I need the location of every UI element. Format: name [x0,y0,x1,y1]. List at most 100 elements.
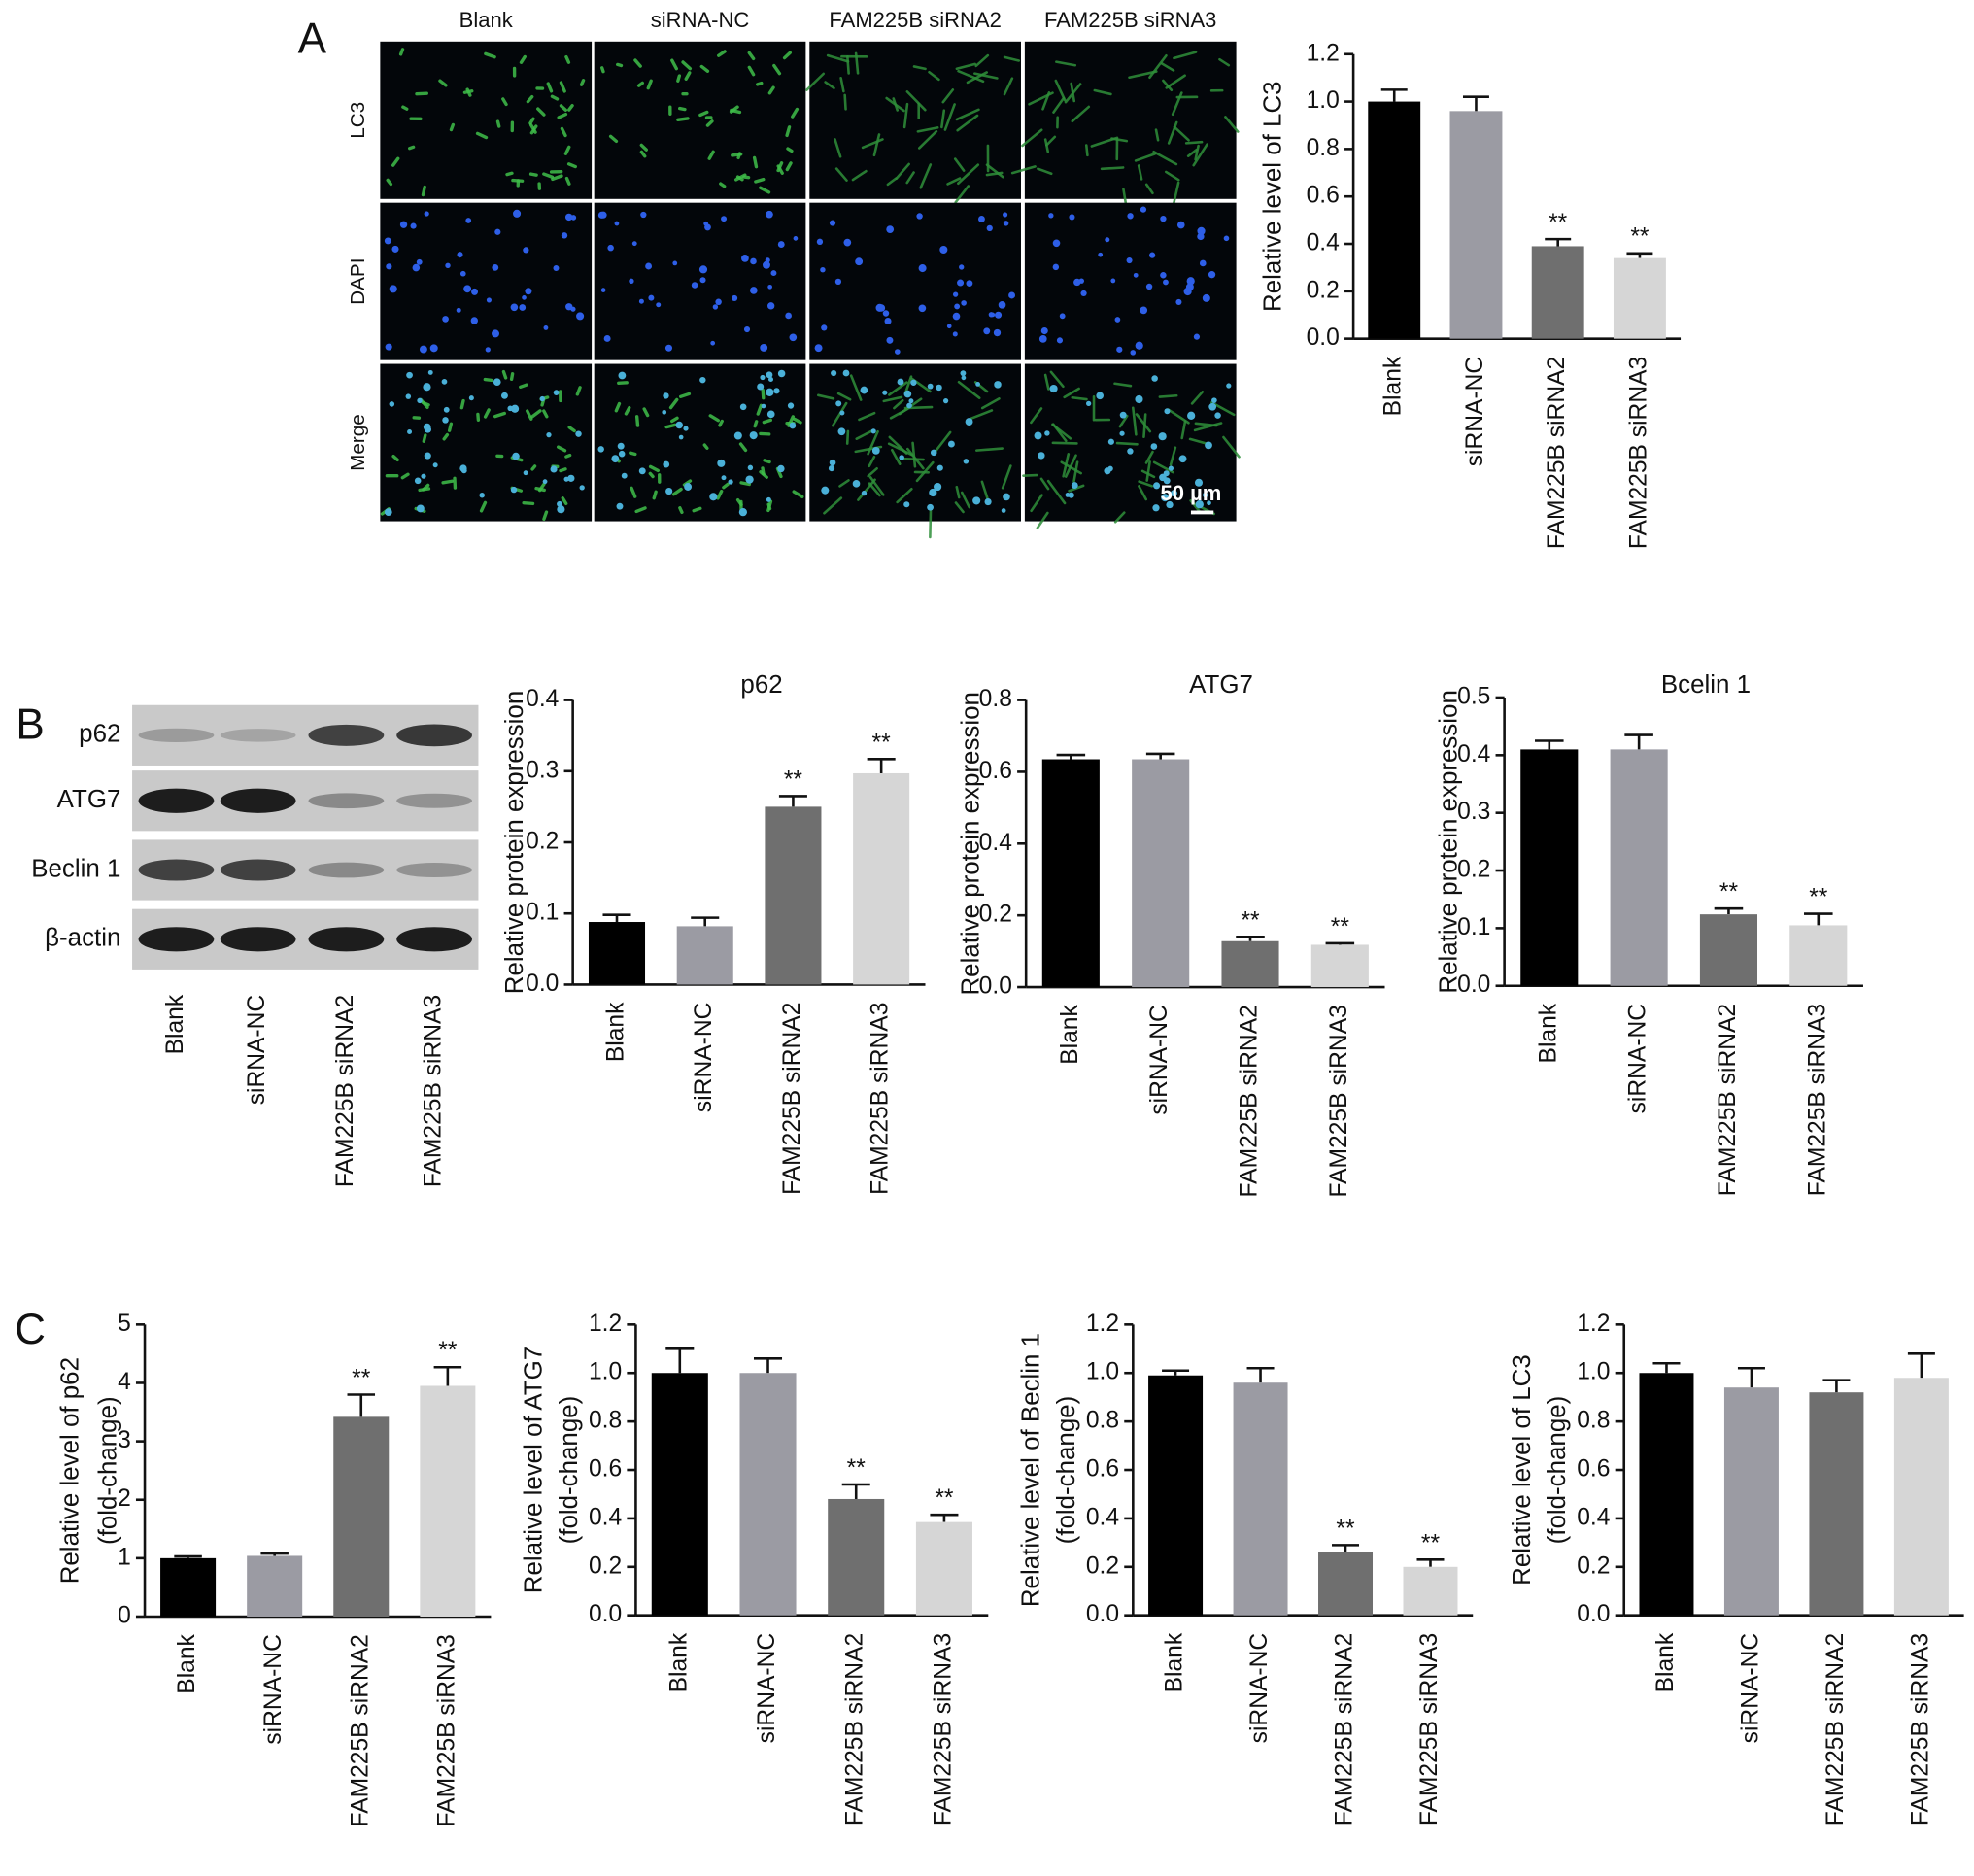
nucleus [732,294,738,302]
nucleus [959,264,965,270]
significance-label: ** [1336,1516,1355,1542]
cell-signal [792,490,804,499]
cell-signal [1084,144,1089,157]
cell-signal [902,102,909,129]
y-axis-label: (fold-change) [95,1396,122,1545]
nucleus [1163,477,1171,485]
bar [828,1498,885,1616]
cell-signal [974,447,1004,452]
y-axis-label: Relative level of LC3 [1259,81,1286,312]
bar [1233,1382,1288,1616]
y-tick-label: 0.4 [526,686,559,712]
blot-band [138,728,215,742]
chart-title: Bcelin 1 [1661,671,1751,699]
nucleus [570,215,577,221]
cell-signal [762,418,773,425]
cell-signal [630,486,637,498]
x-tick-label: Blank [174,1633,200,1693]
nucleus [479,492,485,498]
nucleus [936,464,943,471]
nucleus [1114,317,1121,323]
x-tick-label: Blank [1057,1004,1083,1064]
bar [333,1416,390,1617]
cell-signal [600,66,605,74]
nucleus [656,302,662,308]
nucleus [965,418,973,426]
nucleus [683,426,689,431]
nucleus [699,376,706,384]
error-bar [930,1513,959,1522]
bar [1789,925,1848,986]
cell-signal [1093,88,1112,96]
x-tick-label: siRNA-NC [1737,1633,1763,1743]
nucleus [459,464,467,472]
nucleus [750,257,757,265]
cell-signal [465,87,472,97]
x-tick-label: siRNA-NC [1246,1633,1273,1743]
nucleus [886,225,895,234]
nucleus [1052,263,1060,271]
row-label: LC3 [347,102,369,139]
cell-signal [1173,181,1180,205]
cell-signal [639,143,648,152]
cell-signal [956,114,979,132]
nucleus [710,340,716,346]
y-axis-label: Relative protein expression [1436,690,1463,993]
y-tick-label: 4 [118,1369,131,1395]
nucleus [908,398,914,404]
nucleus [441,379,448,385]
cell-signal [747,51,756,61]
error-bar [1907,1351,1935,1379]
y-axis-label: (fold-change) [556,1396,583,1545]
nucleus [760,343,768,352]
significance-label: ** [1630,224,1650,251]
nucleus [899,455,904,460]
cell-signal [929,509,933,539]
nucleus [553,264,560,271]
cell-signal [676,74,682,83]
nucleus [1186,277,1195,286]
nucleus [990,312,996,318]
nucleus [385,343,392,351]
nucleus [665,487,673,495]
cell-signal [708,414,720,423]
protein-label: Beclin 1 [31,855,120,882]
cell-signal [901,457,925,461]
nucleus [814,344,823,353]
error-bar [1714,906,1744,915]
bar [765,806,822,985]
nucleus [831,369,837,377]
cell-signal [943,103,956,131]
nucleus [961,375,967,381]
nucleus [1078,278,1085,284]
cell-signal [1193,422,1223,432]
nucleus [947,440,955,448]
bar [1723,1387,1779,1616]
cell-signal [671,487,683,496]
nucleus [743,325,751,333]
micrograph-background [594,363,806,522]
nucleus [828,465,835,472]
nucleus [763,260,770,269]
nucleus [1133,272,1139,278]
cell-signal [1137,164,1143,181]
cell-signal [681,60,693,71]
cell-signal [636,81,644,87]
y-axis-label: (fold-change) [1544,1396,1571,1545]
nucleus [523,470,528,476]
nucleus [1203,492,1208,498]
cell-signal [509,372,515,381]
nucleus [906,402,912,409]
nucleus [410,222,417,229]
nucleus [597,446,604,453]
cell-signal [1118,414,1129,428]
cell-signal [634,506,647,514]
cell-signal [702,443,709,450]
nucleus [1199,259,1207,267]
cell-signal [646,79,653,90]
nucleus [1202,293,1210,302]
blot-band [220,859,296,881]
nucleus [1069,214,1075,221]
x-tick-label: FAM225B siRNA3 [433,1634,459,1826]
micrograph-background [380,363,593,522]
